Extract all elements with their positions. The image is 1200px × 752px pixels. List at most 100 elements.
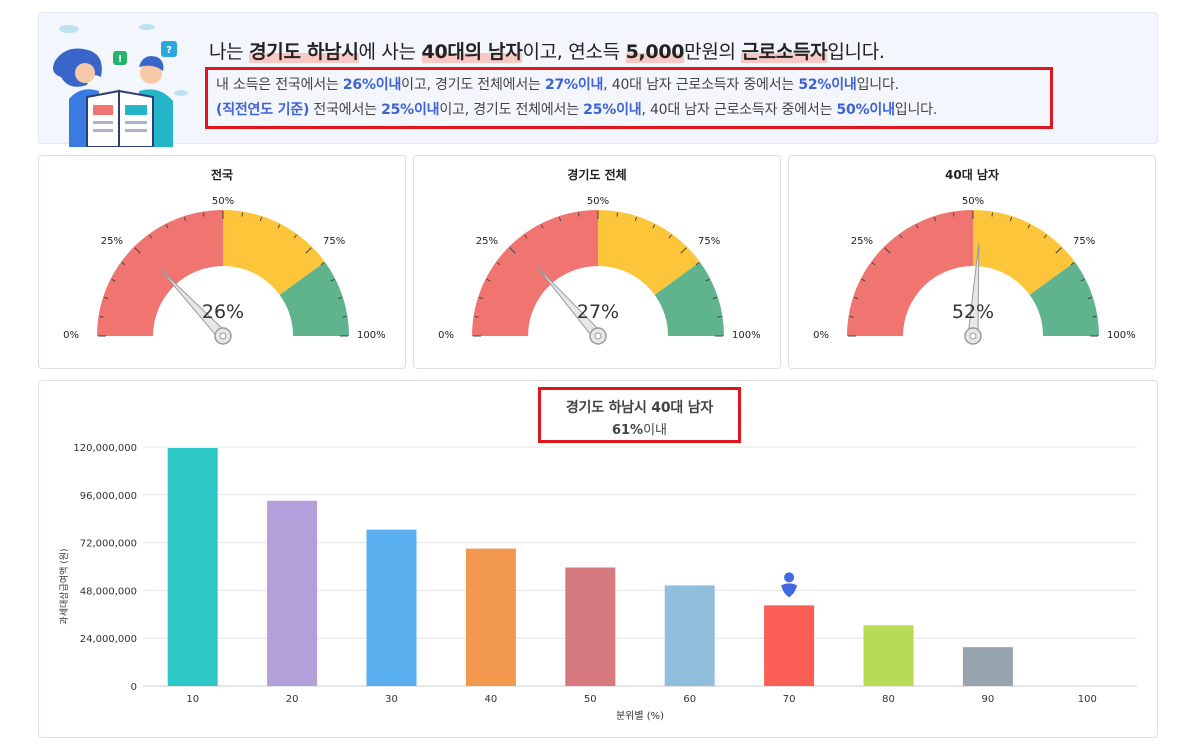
gauge-band [973,210,1075,295]
x-tick-label: 30 [385,694,398,705]
x-tick-label: 50 [584,694,597,705]
gauge-tick [1055,247,1062,254]
svg-text:?: ? [166,45,172,56]
gauge-tick-label: 25% [101,236,123,247]
gauge-card-age-group: 40대 남자 0% 25% 50% 75% 100% 52% [788,155,1156,369]
chart-subtitle-suffix: 이내 [643,423,668,438]
y-axis-title: 과세대상급여액 (원) [58,548,70,624]
gauge-tick [668,234,672,239]
previous-national-pct: 25%이내 [381,102,440,118]
bar[interactable] [167,447,218,686]
y-tick-label: 96,000,000 [80,491,137,502]
bar[interactable] [366,529,417,686]
bar[interactable] [764,605,815,686]
gauge-tick-label: 0% [63,330,79,341]
bar[interactable] [863,625,914,686]
gauge-tick [1092,315,1097,318]
gauge-tick [915,224,919,229]
percentile-detail-box: 내 소득은 전국에서는 26%이내이고, 경기도 전체에서는 27%이내, 40… [205,67,1053,129]
gauge-tick [933,216,937,222]
headline-type: 근로소득자 [741,41,828,63]
gauge-tick [712,296,718,300]
gauge-tick [1043,234,1047,239]
current-national-pct: 26%이내 [342,77,402,93]
gauge-tick [558,216,562,222]
gauge-tick [342,315,347,318]
gauge-tick-label: 75% [323,236,345,247]
gauge-tick-label: 50% [587,196,609,207]
gauge-tick [121,262,126,266]
gauge-band [223,210,325,295]
x-tick-label: 80 [882,694,895,705]
gauge-band [97,210,223,336]
gauge-tick [165,224,169,229]
gauge-tick [695,262,700,266]
gauge-tick [1087,296,1093,300]
gauge-card-province: 경기도 전체 0% 25% 50% 75% 100% 27% [413,155,781,369]
bar[interactable] [267,500,318,686]
gauge-tick [705,278,710,282]
reading-people-illustration: ! ? [53,24,188,147]
gauge-tick [320,262,325,266]
gauge-tick [305,247,312,254]
gauge-tick [1080,278,1085,282]
headline-group: 40대의 남자 [421,41,523,63]
bar[interactable] [962,647,1013,686]
summary-headline: 나는 경기도 하남시에 사는 40대의 남자이고, 연소득 5,000만원의 근… [209,41,885,63]
gauge-title: 40대 남자 [945,168,999,182]
gauge-tick-label: 25% [476,236,498,247]
gauge-province: 0% 25% 50% 75% 100% 27% [438,196,761,345]
percentile-bar-chart-card: 0 24,000,000 48,000,000 72,000,000 96,000,00… [38,380,1158,738]
gauge-tick [577,212,580,217]
gauge-tick [991,212,994,217]
gauge-tick [616,212,619,217]
x-tick-label: 100 [1078,694,1097,705]
headline-income: 5,000 [625,41,685,63]
gauge-band [472,210,598,336]
previous-year-basis: (직전연도 기준) [216,102,310,118]
gauge-band [598,210,700,295]
gauge-tick [952,212,955,217]
gauge-tick-label: 100% [1107,330,1136,341]
gauge-tick [861,278,866,282]
gauge-needle-center [969,332,977,340]
gauge-tick [486,278,491,282]
gauge-tick-label: 75% [1073,236,1095,247]
current-province-pct: 27%이내 [544,77,604,93]
gauge-tick [540,224,544,229]
gauge-tick-label: 100% [732,330,761,341]
gauge-tick [509,247,516,254]
gauge-age-group: 0% 25% 50% 75% 100% 52% [813,196,1136,345]
bar[interactable] [465,548,516,686]
x-tick-label: 70 [783,694,796,705]
gauge-tick [871,262,876,266]
chart-subtitle-value: 61% [611,423,644,438]
current-group-pct: 52%이내 [798,77,857,93]
x-tick-label: 60 [683,694,696,705]
gauge-tick [652,224,656,229]
gauge-tick [330,278,335,282]
bar[interactable] [565,567,616,686]
gauge-tick [337,296,343,300]
gauge-tick [717,315,722,318]
gauge-tick-label: 50% [212,196,234,207]
bar[interactable] [664,585,715,686]
gauge-tick [634,216,638,222]
gauge-value-label: 52% [952,301,994,323]
x-axis-title: 분위별 (%) [616,709,664,722]
gauge-tick [183,216,187,222]
my-position-marker-icon [781,572,798,598]
chart-title-box: 경기도 하남시 40대 남자 61%이내 [538,387,741,443]
gauge-tick [1027,224,1031,229]
y-tick-label: 120,000,000 [73,443,137,454]
gauge-tick [259,216,263,222]
gauge-tick-label: 75% [698,236,720,247]
gauge-tick [884,247,891,254]
previous-province-pct: 25%이내 [583,102,642,118]
percentile-bar-chart: 0 24,000,000 48,000,000 72,000,000 96,000,00… [58,443,1137,722]
gauge-tick [496,262,501,266]
gauge-tick [899,234,903,239]
gauge-tick [202,212,205,217]
y-tick-label: 24,000,000 [80,634,137,645]
x-tick-label: 90 [982,694,995,705]
